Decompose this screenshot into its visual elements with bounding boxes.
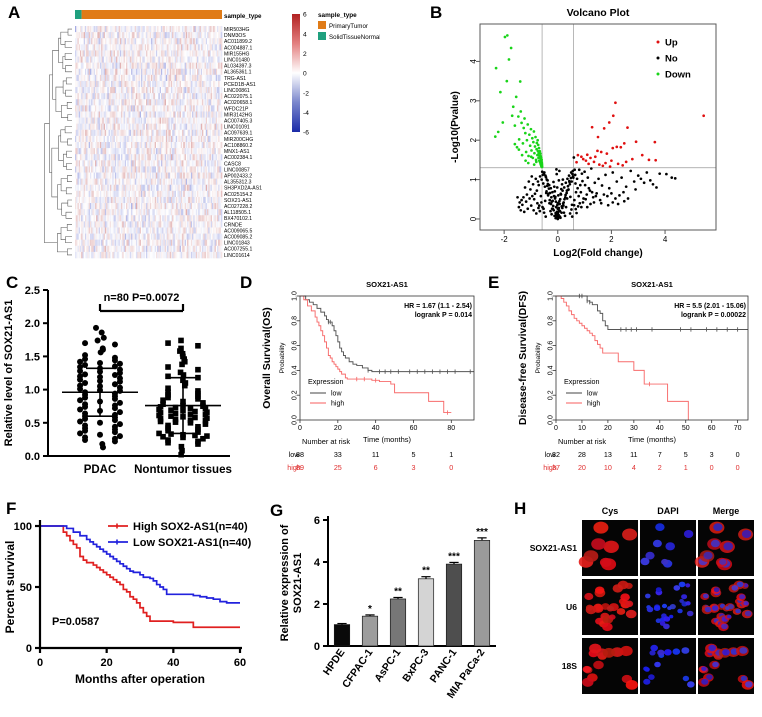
svg-text:2: 2 <box>303 51 307 58</box>
svg-text:1: 1 <box>469 177 478 182</box>
panel-g: G 0 2 4 6 HPDE * CFPAC-1 ** AsPC-1 ** BxPC-3 *** PAN… <box>268 498 510 717</box>
svg-text:AC007255.1: AC007255.1 <box>224 247 252 253</box>
svg-text:CASC8: CASC8 <box>224 161 241 167</box>
svg-text:AC020658.1: AC020658.1 <box>224 100 252 106</box>
svg-text:2.0: 2.0 <box>25 318 40 330</box>
svg-text:0.0: 0.0 <box>25 451 40 463</box>
panel-d-label: D <box>240 273 253 292</box>
panel-h: H Cys DAPI Merge SOX21-AS1 U6 18S <box>510 498 762 717</box>
svg-text:CRNDE: CRNDE <box>224 222 243 228</box>
panel-h-label: H <box>514 499 527 518</box>
svg-text:1.5: 1.5 <box>25 351 40 363</box>
svg-text:AC011899.2: AC011899.2 <box>224 39 252 45</box>
panel-b: B Volcano Plot -2 0 2 4 0 1 2 3 4 Log2(Fold change… <box>380 0 762 268</box>
svg-text:LINC01480: LINC01480 <box>224 58 250 64</box>
svg-text:AC007405.3: AC007405.3 <box>224 119 252 125</box>
svg-text:-6: -6 <box>303 130 309 137</box>
svg-text:WFDC21P: WFDC21P <box>224 106 249 112</box>
svg-text:Volcano Plot: Volcano Plot <box>567 7 630 19</box>
svg-text:Relative level of SOX21-AS1: Relative level of SOX21-AS1 <box>3 300 15 447</box>
svg-text:AC108860.2: AC108860.2 <box>224 143 252 149</box>
svg-text:DNM3OS: DNM3OS <box>224 33 246 39</box>
panel-c: C 0.0 0.5 1.0 1.5 2.0 2.5 Relative level of SO… <box>0 268 238 498</box>
panel-a-label: A <box>8 3 21 22</box>
svg-text:PrimaryTumor: PrimaryTumor <box>329 23 368 30</box>
svg-text:2: 2 <box>469 137 478 142</box>
svg-text:-4: -4 <box>303 110 309 117</box>
svg-text:2.5: 2.5 <box>25 285 40 297</box>
svg-text:AC022075.1: AC022075.1 <box>224 94 252 100</box>
svg-text:SOX21-AS1: SOX21-AS1 <box>224 198 252 204</box>
svg-text:AL118505.1: AL118505.1 <box>224 210 251 216</box>
svg-text:No: No <box>665 54 678 65</box>
panel-a: A sample_type MIR503HG DNM3OS AC011899.2 AC0… <box>0 0 380 268</box>
svg-text:AC097639.1: AC097639.1 <box>224 131 252 137</box>
panel-b-label: B <box>430 3 443 22</box>
svg-text:SH3PXD2A-AS1: SH3PXD2A-AS1 <box>224 186 262 192</box>
svg-text:0: 0 <box>303 71 307 78</box>
svg-text:LINC00861: LINC00861 <box>224 88 250 94</box>
svg-text:-Log10(Pvalue): -Log10(Pvalue) <box>450 91 461 163</box>
panel-c-label: C <box>6 273 19 292</box>
svg-text:AC002384.1: AC002384.1 <box>224 155 252 161</box>
panel-f: F 0 50 100 0 20 40 60 Months after operation Per… <box>0 498 268 717</box>
svg-text:AC009065.5: AC009065.5 <box>224 228 252 234</box>
svg-text:AC025154.2: AC025154.2 <box>224 192 252 198</box>
svg-text:Down: Down <box>665 70 691 81</box>
panel-d: D SOX21-AS1 0 20 40 60 80 0.0 0.2 0.4 0.6 0.8 1.0 Ti… <box>238 268 486 498</box>
svg-text:sample_type: sample_type <box>318 12 357 19</box>
svg-text:6: 6 <box>303 12 307 19</box>
panel-c-dotplot: 0.0 0.5 1.0 1.5 2.0 2.5 Relative level of SOX2… <box>3 285 232 476</box>
svg-text:0: 0 <box>469 216 478 221</box>
svg-text:AC009085.2: AC009085.2 <box>224 235 252 241</box>
svg-text:AP002433.2: AP002433.2 <box>224 174 252 180</box>
panel-g-bar-chart: 0246HPDE*CFPAC-1**AsPC-1**BxPC-3***PANC-… <box>279 515 496 701</box>
svg-text:1.0: 1.0 <box>25 385 40 397</box>
svg-text:0.5: 0.5 <box>25 418 40 430</box>
svg-text:AL365361.1: AL365361.1 <box>224 70 252 76</box>
svg-text:MIR200CHG: MIR200CHG <box>224 137 253 143</box>
panel-e: E SOX21-AS1 0 10 20 30 40 50 60 70 0.0 0.2 0.4 0.6 0.… <box>486 268 762 498</box>
panel-b-volcano-plot: Volcano Plot -2 0 2 4 0 1 2 3 4 Log2(Fold change) -… <box>450 7 717 259</box>
svg-text:4: 4 <box>663 235 668 244</box>
panel-g-label: G <box>270 501 284 520</box>
svg-text:MIR3142HG: MIR3142HG <box>224 112 252 118</box>
panel-e-label: E <box>488 273 500 292</box>
svg-text:LINC01843: LINC01843 <box>224 241 250 247</box>
svg-text:AC027228.2: AC027228.2 <box>224 204 252 210</box>
svg-text:sample_type: sample_type <box>224 13 262 20</box>
svg-text:0: 0 <box>556 235 561 244</box>
svg-text:4: 4 <box>469 59 478 64</box>
svg-text:3: 3 <box>469 98 478 103</box>
svg-text:SolidTissueNormal: SolidTissueNormal <box>329 34 380 41</box>
svg-text:MIR155HG: MIR155HG <box>224 51 250 57</box>
svg-text:-2: -2 <box>501 235 509 244</box>
svg-text:PCED1B-AS1: PCED1B-AS1 <box>224 82 256 88</box>
svg-text:Up: Up <box>665 38 678 49</box>
svg-text:LINC00857: LINC00857 <box>224 167 250 173</box>
svg-text:2: 2 <box>609 235 614 244</box>
svg-text:4: 4 <box>303 31 307 38</box>
svg-text:TRG-AS1: TRG-AS1 <box>224 76 246 82</box>
svg-text:LINC01614: LINC01614 <box>224 253 250 259</box>
svg-text:Log2(Fold change): Log2(Fold change) <box>553 248 642 259</box>
svg-text:BX470102.1: BX470102.1 <box>224 216 252 222</box>
svg-text:AL355312.3: AL355312.3 <box>224 180 252 186</box>
svg-text:MIR503HG: MIR503HG <box>224 27 250 33</box>
svg-text:-2: -2 <box>303 90 309 97</box>
svg-text:MNX1-AS1: MNX1-AS1 <box>224 149 250 155</box>
svg-text:LINC01091: LINC01091 <box>224 125 250 131</box>
panel-f-label: F <box>6 499 17 518</box>
panel-a-heatmap: sample_type MIR503HGDNM3OSAC011899.2AC004… <box>44 10 380 259</box>
svg-text:AL034397.3: AL034397.3 <box>224 64 252 70</box>
svg-text:AC004887.1: AC004887.1 <box>224 45 252 51</box>
